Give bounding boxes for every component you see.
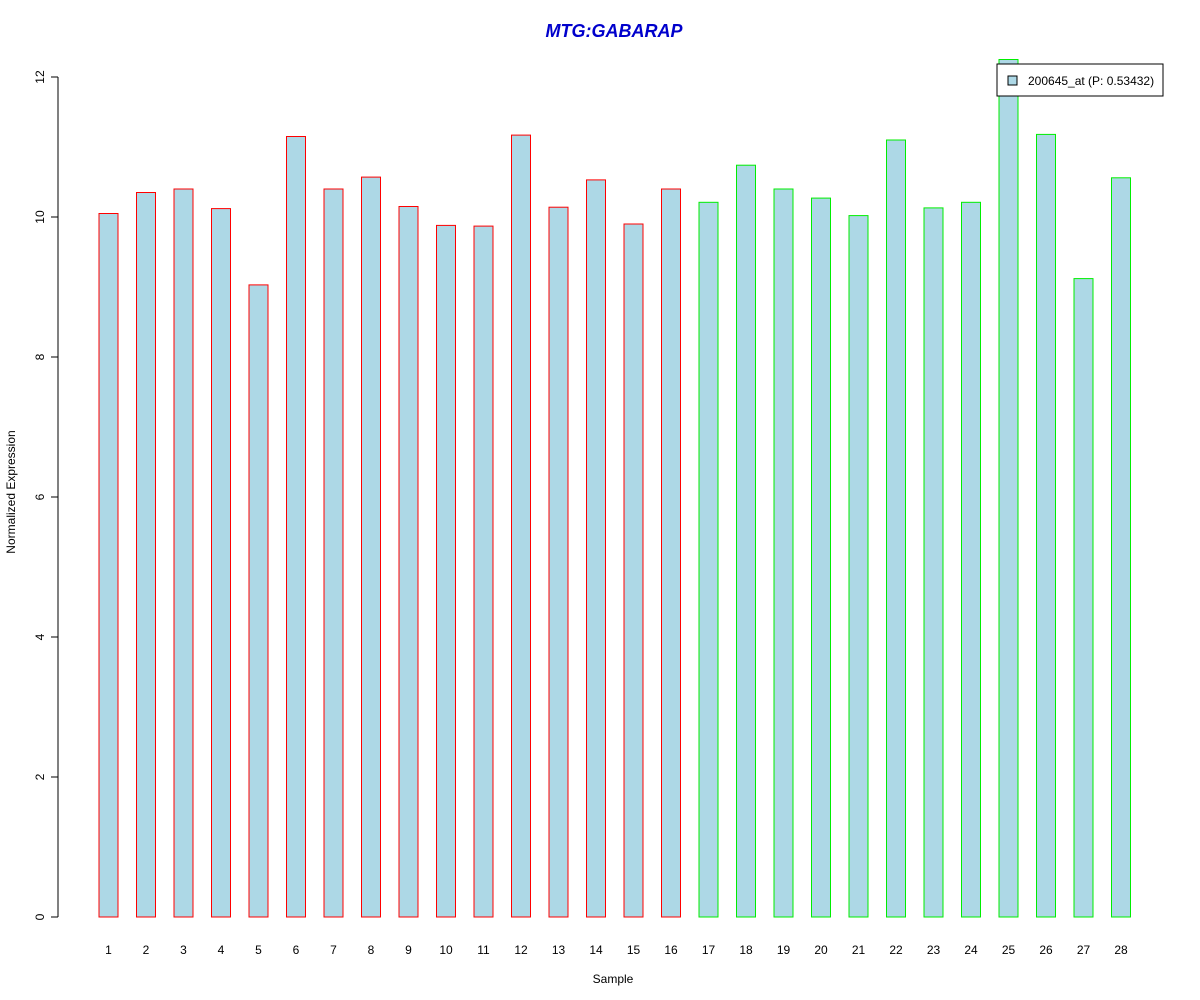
bar-sample-3 — [173, 188, 194, 918]
x-tick-label: 5 — [255, 943, 262, 957]
bar-sample-22 — [886, 139, 906, 918]
x-tick-label: 9 — [405, 943, 412, 957]
x-tick-label: 18 — [739, 943, 753, 957]
bar-sample-13 — [548, 206, 569, 918]
bar-sample-19 — [773, 188, 794, 918]
bar-sample-4 — [211, 208, 231, 918]
bar-sample-23 — [923, 207, 944, 918]
x-tick-label: 17 — [702, 943, 716, 957]
x-axis-tick-labels: 1 2 3 4 5 6 7 8 9 10 11 12 13 14 15 16 17 18 19 20 21 22 23 24 2… — [105, 943, 1128, 957]
bar-sample-25 — [998, 59, 1019, 918]
bar-sample-27 — [1073, 278, 1094, 918]
bar-sample-20 — [811, 197, 831, 918]
y-axis: 0 2 4 6 8 10 12 — [33, 70, 59, 920]
bar-sample-21 — [848, 215, 869, 918]
bar-sample-9 — [398, 206, 419, 918]
y-tick-label: 12 — [33, 70, 47, 84]
x-tick-label: 26 — [1039, 943, 1053, 957]
x-axis-label: Sample — [593, 972, 634, 986]
x-tick-label: 14 — [589, 943, 603, 957]
bar-sample-14 — [586, 179, 606, 918]
bar-sample-12 — [511, 134, 531, 918]
bar-sample-17 — [698, 201, 719, 918]
bar-sample-5 — [248, 284, 269, 918]
bar-sample-28 — [1111, 177, 1131, 918]
x-tick-label: 11 — [477, 943, 490, 957]
x-tick-label: 24 — [964, 943, 978, 957]
bar-sample-26 — [1036, 133, 1056, 918]
x-tick-label: 1 — [105, 943, 112, 957]
y-tick-label: 2 — [33, 773, 47, 780]
legend: 200645_at (P: 0.53432) — [996, 63, 1164, 97]
bar-sample-7 — [323, 188, 344, 918]
x-tick-label: 25 — [1002, 943, 1016, 957]
bar-sample-1 — [98, 213, 119, 918]
x-tick-label: 8 — [368, 943, 375, 957]
y-tick-label: 4 — [33, 633, 47, 640]
x-tick-label: 3 — [180, 943, 187, 957]
y-tick-label: 8 — [33, 353, 47, 360]
y-tick-label: 10 — [33, 210, 47, 224]
x-tick-label: 2 — [143, 943, 150, 957]
bar-sample-2 — [136, 192, 156, 918]
bar-sample-24 — [961, 201, 981, 918]
chart-title: MTG:GABARAP — [546, 21, 684, 41]
legend-label: 200645_at (P: 0.53432) — [1028, 74, 1154, 88]
x-tick-label: 20 — [814, 943, 828, 957]
x-tick-label: 16 — [664, 943, 678, 957]
x-tick-label: 6 — [293, 943, 300, 957]
x-tick-label: 27 — [1077, 943, 1091, 957]
bar-sample-11 — [473, 225, 494, 918]
bar-sample-6 — [286, 136, 306, 918]
y-tick-label: 0 — [33, 913, 47, 920]
x-tick-label: 28 — [1114, 943, 1128, 957]
x-tick-label: 13 — [552, 943, 566, 957]
x-tick-label: 21 — [852, 943, 866, 957]
bar-sample-8 — [361, 176, 381, 918]
bars — [98, 59, 1131, 918]
bar-sample-10 — [436, 224, 456, 918]
x-tick-label: 10 — [439, 943, 453, 957]
x-tick-label: 7 — [330, 943, 337, 957]
legend-box — [996, 63, 1164, 97]
y-tick-label: 6 — [33, 493, 47, 500]
bar-sample-15 — [623, 223, 644, 918]
x-tick-label: 19 — [777, 943, 791, 957]
x-tick-label: 23 — [927, 943, 941, 957]
x-tick-label: 15 — [627, 943, 641, 957]
bar-sample-18 — [736, 164, 756, 918]
x-tick-label: 22 — [889, 943, 903, 957]
legend-swatch — [1007, 75, 1018, 86]
x-tick-label: 12 — [514, 943, 528, 957]
y-axis-label: Normalized Expression — [4, 430, 18, 553]
bar-sample-16 — [661, 188, 681, 918]
x-tick-label: 4 — [218, 943, 225, 957]
